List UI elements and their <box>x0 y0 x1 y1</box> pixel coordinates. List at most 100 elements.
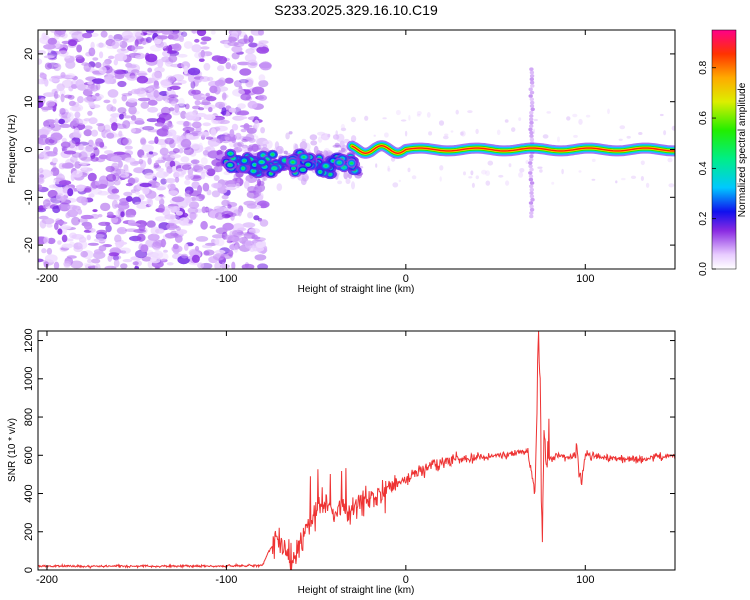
spectrogram-noise-blob <box>200 101 212 106</box>
spectrogram-noise-blob <box>60 93 65 103</box>
spectrogram-noise-blob <box>231 52 240 60</box>
spectrogram-noise-blob <box>109 116 118 124</box>
colorbar-label: Normalized spectral amplitude <box>737 82 748 217</box>
spectrogram-faint-streak <box>468 176 473 179</box>
spectrogram-noise-blob <box>77 218 88 223</box>
spectrogram-faint-streak <box>640 160 645 166</box>
spectrogram-noise-blob <box>165 232 177 239</box>
spectrogram-noise-blob <box>113 151 126 155</box>
spectrogram-noise-blob <box>206 168 216 177</box>
spectrogram-noise-blob <box>229 129 235 137</box>
spectrogram-noise-blob <box>255 186 263 194</box>
spectrogram-noise-blob <box>235 182 240 189</box>
spectrogram-noise-blob <box>247 100 258 109</box>
spectrogram-noise-blob <box>48 151 53 155</box>
spectrogram-noise-blob <box>134 46 144 50</box>
spectrogram-noise-blob <box>218 77 226 86</box>
spectrogram-faint-streak <box>504 119 509 123</box>
spectrogram-noise-blob <box>169 206 178 213</box>
spectrogram-noise-blob <box>243 232 256 239</box>
spectrogram-noise-blob <box>201 36 212 42</box>
spectrogram-noise-blob <box>53 34 60 40</box>
spectrogram-noise-blob <box>167 44 173 54</box>
spectrogram-noise-blob <box>44 62 53 70</box>
spectrogram-noise-blob <box>184 179 191 186</box>
spectrogram-halo-blob <box>265 140 273 149</box>
spectrogram-noise-blob <box>107 211 114 217</box>
spectrogram-noise-blob <box>220 145 227 151</box>
spectrogram-noise-blob <box>197 185 203 194</box>
spectrogram-noise-blob <box>190 80 196 89</box>
spectrogram-noise-blob <box>40 106 54 111</box>
spectrogram-noise-blob <box>146 30 158 33</box>
spectrogram-noise-blob <box>243 180 250 189</box>
spectrogram-noise-blob <box>90 84 99 92</box>
spectrogram-noise-blob <box>114 69 127 75</box>
spectrogram-y-tick-label: 0 <box>23 146 35 152</box>
spectrogram-faint-streak <box>573 134 578 138</box>
spectrogram-noise-blob <box>210 30 216 35</box>
spectrogram-noise-blob <box>198 142 203 151</box>
spectrogram-noise-blob <box>198 58 205 62</box>
spectrogram-noise-blob <box>221 194 229 200</box>
spectrogram-faint-streak <box>416 113 421 117</box>
spectrogram-transition-blob <box>283 159 287 162</box>
spectrogram-noise-blob <box>191 254 200 263</box>
spectrogram-noise-blob <box>257 94 268 101</box>
spectrogram-spike-blob <box>529 191 534 195</box>
spectrogram-noise-blob <box>206 207 211 212</box>
spectrogram-noise-blob <box>214 212 225 220</box>
spectrogram-noise-blob <box>140 101 150 109</box>
spectrogram-noise-blob <box>157 58 164 68</box>
spectrogram-halo-blob <box>345 178 351 184</box>
spectrogram-noise-blob <box>47 37 57 46</box>
spectrogram-noise-blob <box>221 262 226 269</box>
spectrogram-noise-blob <box>117 107 127 114</box>
spectrogram-noise-blob <box>200 49 206 58</box>
spectrogram-noise-blob <box>225 62 232 70</box>
spectrogram-faint-streak <box>546 111 551 114</box>
spectrogram-noise-blob <box>132 261 139 266</box>
spectrogram-noise-blob <box>85 30 95 34</box>
spectrogram-spike-blob <box>529 134 534 138</box>
spectrogram-transition-blob <box>253 163 256 166</box>
spectrogram-noise-blob <box>130 189 137 194</box>
spectrogram-noise-blob <box>213 205 224 213</box>
spectrogram-noise-blob <box>147 157 152 165</box>
spectrogram-noise-blob <box>224 77 234 84</box>
spectrogram-noise-blob <box>149 44 162 52</box>
spectrogram-noise-blob <box>67 209 78 218</box>
spectrogram-transition-blob <box>252 170 255 173</box>
spectrogram-transition-blob <box>318 170 322 173</box>
spectrogram-noise-blob <box>206 189 212 196</box>
spectrogram-noise-blob <box>199 76 210 82</box>
spectrogram-noise-blob <box>70 156 78 163</box>
spectrogram-noise-blob <box>156 128 169 137</box>
spectrogram-faint-streak <box>340 123 345 130</box>
spectrogram-noise-blob <box>145 238 159 248</box>
snr-y-tick-label: 1000 <box>23 367 35 391</box>
spectrogram-noise-blob <box>145 53 158 63</box>
spectrogram-noise-blob <box>237 103 246 109</box>
spectrogram-noise-blob <box>203 165 213 170</box>
spectrogram-noise-blob <box>104 75 117 84</box>
spectrogram-noise-blob <box>211 182 223 189</box>
spectrogram-faint-streak <box>408 114 411 121</box>
spectrogram-transition-blob <box>350 162 354 165</box>
spectrogram-noise-blob <box>155 216 167 222</box>
spectrogram-noise-blob <box>221 210 234 218</box>
spectrogram-noise-blob <box>207 141 220 146</box>
spectrogram-noise-blob <box>141 144 154 152</box>
spectrogram-noise-blob <box>148 151 154 155</box>
spectrogram-faint-streak <box>400 119 407 122</box>
spectrogram-faint-streak <box>508 163 512 168</box>
spectrogram-transition-blob <box>272 167 276 170</box>
spectrogram-noise-blob <box>197 131 210 137</box>
spectrogram-noise-blob <box>40 129 51 135</box>
spectrogram-noise-blob <box>136 72 148 76</box>
spectrogram-noise-blob <box>99 175 109 185</box>
spectrogram-noise-blob <box>125 195 133 202</box>
spectrogram-noise-blob <box>120 48 127 52</box>
spectrogram-noise-blob <box>139 182 152 188</box>
spectrogram-faint-streak <box>470 170 474 176</box>
